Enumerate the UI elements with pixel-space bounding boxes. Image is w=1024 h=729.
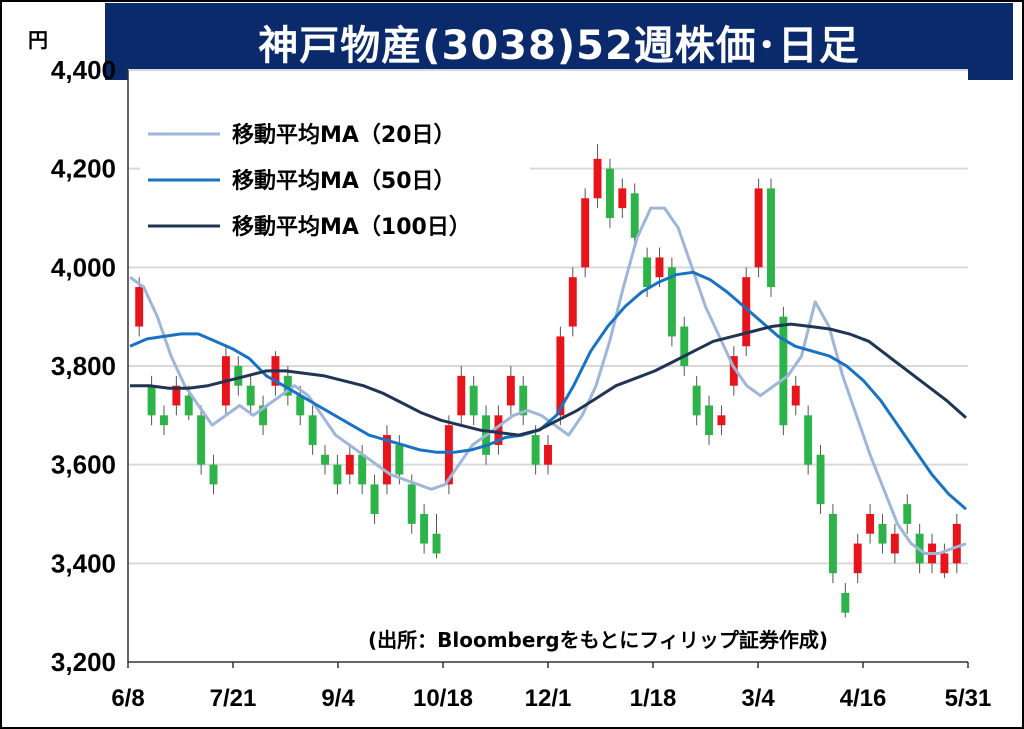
candle-body xyxy=(940,553,949,574)
candle-body xyxy=(321,454,329,465)
chart-title: 神戸物産(3038)52週株価･日足 xyxy=(258,22,860,69)
candle-body xyxy=(283,375,292,396)
x-tick-label: 10/18 xyxy=(413,685,473,712)
candle-body xyxy=(643,257,652,288)
x-tick-label: 4/16 xyxy=(840,685,887,712)
series-line-ma100 xyxy=(130,322,967,437)
x-tick-label: 1/18 xyxy=(630,685,677,712)
candle-body xyxy=(841,592,850,613)
candle-body xyxy=(593,158,602,199)
x-tick-label: 7/21 xyxy=(210,685,257,712)
candle-body xyxy=(333,464,342,485)
candle-body xyxy=(197,415,206,465)
x-tick-label: 6/8 xyxy=(111,685,144,712)
candle-body xyxy=(767,188,775,288)
candle-body xyxy=(506,375,515,406)
candle-body xyxy=(853,543,862,574)
candle-body xyxy=(717,415,726,426)
candle-body xyxy=(828,514,837,574)
candle-body xyxy=(605,168,614,218)
candle-body xyxy=(184,395,193,416)
legend-label-ma50: 移動平均MA（50日） xyxy=(232,168,456,194)
candle-body xyxy=(667,267,676,337)
candle-body xyxy=(469,385,478,416)
y-tick-label: 3,200 xyxy=(51,647,116,677)
candle-body xyxy=(742,277,751,347)
x-tick-label: 3/4 xyxy=(741,685,775,712)
candle-body xyxy=(519,385,528,416)
candle-body xyxy=(903,504,912,524)
series-line-ma50 xyxy=(129,270,967,511)
candle-body xyxy=(370,484,379,514)
x-tick-label: 9/4 xyxy=(321,685,355,712)
candle-body xyxy=(160,415,168,426)
x-tick-label: 5/31 xyxy=(945,685,992,712)
candle-body xyxy=(779,316,788,426)
y-tick-label: 4,400 xyxy=(51,55,116,85)
candle-body xyxy=(544,444,552,465)
candle-body xyxy=(630,193,639,238)
candle-body xyxy=(754,188,763,268)
candle-body xyxy=(147,385,156,416)
candle-body xyxy=(618,188,627,209)
candle-body xyxy=(581,198,590,268)
y-tick-label: 3,400 xyxy=(51,548,116,578)
candle-body xyxy=(308,415,317,445)
candle-body xyxy=(952,523,961,564)
legend-label-ma100: 移動平均MA（100日） xyxy=(232,214,471,240)
y-tick-label: 4,000 xyxy=(51,252,116,282)
candle-body xyxy=(345,454,354,475)
candle-body xyxy=(358,454,367,485)
candle-body xyxy=(382,435,391,485)
candle-body xyxy=(680,326,689,366)
candle-body xyxy=(791,385,800,406)
candle-body xyxy=(890,533,899,554)
candle-body xyxy=(457,375,466,416)
candle-body xyxy=(259,405,268,426)
y-tick-label: 4,200 xyxy=(51,154,116,184)
candle-body xyxy=(246,385,255,406)
series-line-ma20 xyxy=(129,206,967,555)
legend-label-ma20: 移動平均MA（20日） xyxy=(232,122,456,148)
chart-title-bar: 神戸物産(3038)52週株価･日足 xyxy=(105,3,1013,80)
candle-body xyxy=(420,514,429,544)
candle-body xyxy=(432,533,441,554)
y-tick-label: 3,800 xyxy=(51,351,116,381)
candle-body xyxy=(395,444,404,475)
candle-body xyxy=(816,454,825,505)
candle-body xyxy=(692,385,701,416)
candle-body xyxy=(444,425,453,485)
y-tick-label: 3,600 xyxy=(51,450,116,480)
candle-body xyxy=(568,277,577,327)
y-axis-unit: 円 xyxy=(28,28,48,52)
candle-body xyxy=(531,435,540,465)
candle-body xyxy=(209,464,218,485)
candle-body xyxy=(234,366,243,386)
candle-body xyxy=(655,257,664,278)
candle-body xyxy=(407,484,416,524)
source-note: (出所：Bloombergをもとにフィリップ証券作成) xyxy=(368,624,828,653)
candle-body xyxy=(729,356,738,386)
candle-body xyxy=(556,336,565,416)
x-tick-label: 12/1 xyxy=(525,685,572,712)
candle-body xyxy=(494,415,503,445)
candle-body xyxy=(135,287,144,327)
candle-body xyxy=(878,523,887,544)
candle-body xyxy=(296,395,305,416)
candle-body xyxy=(804,415,813,465)
candle-body xyxy=(866,514,875,534)
candle-body xyxy=(172,385,181,406)
candle-body xyxy=(705,405,714,436)
